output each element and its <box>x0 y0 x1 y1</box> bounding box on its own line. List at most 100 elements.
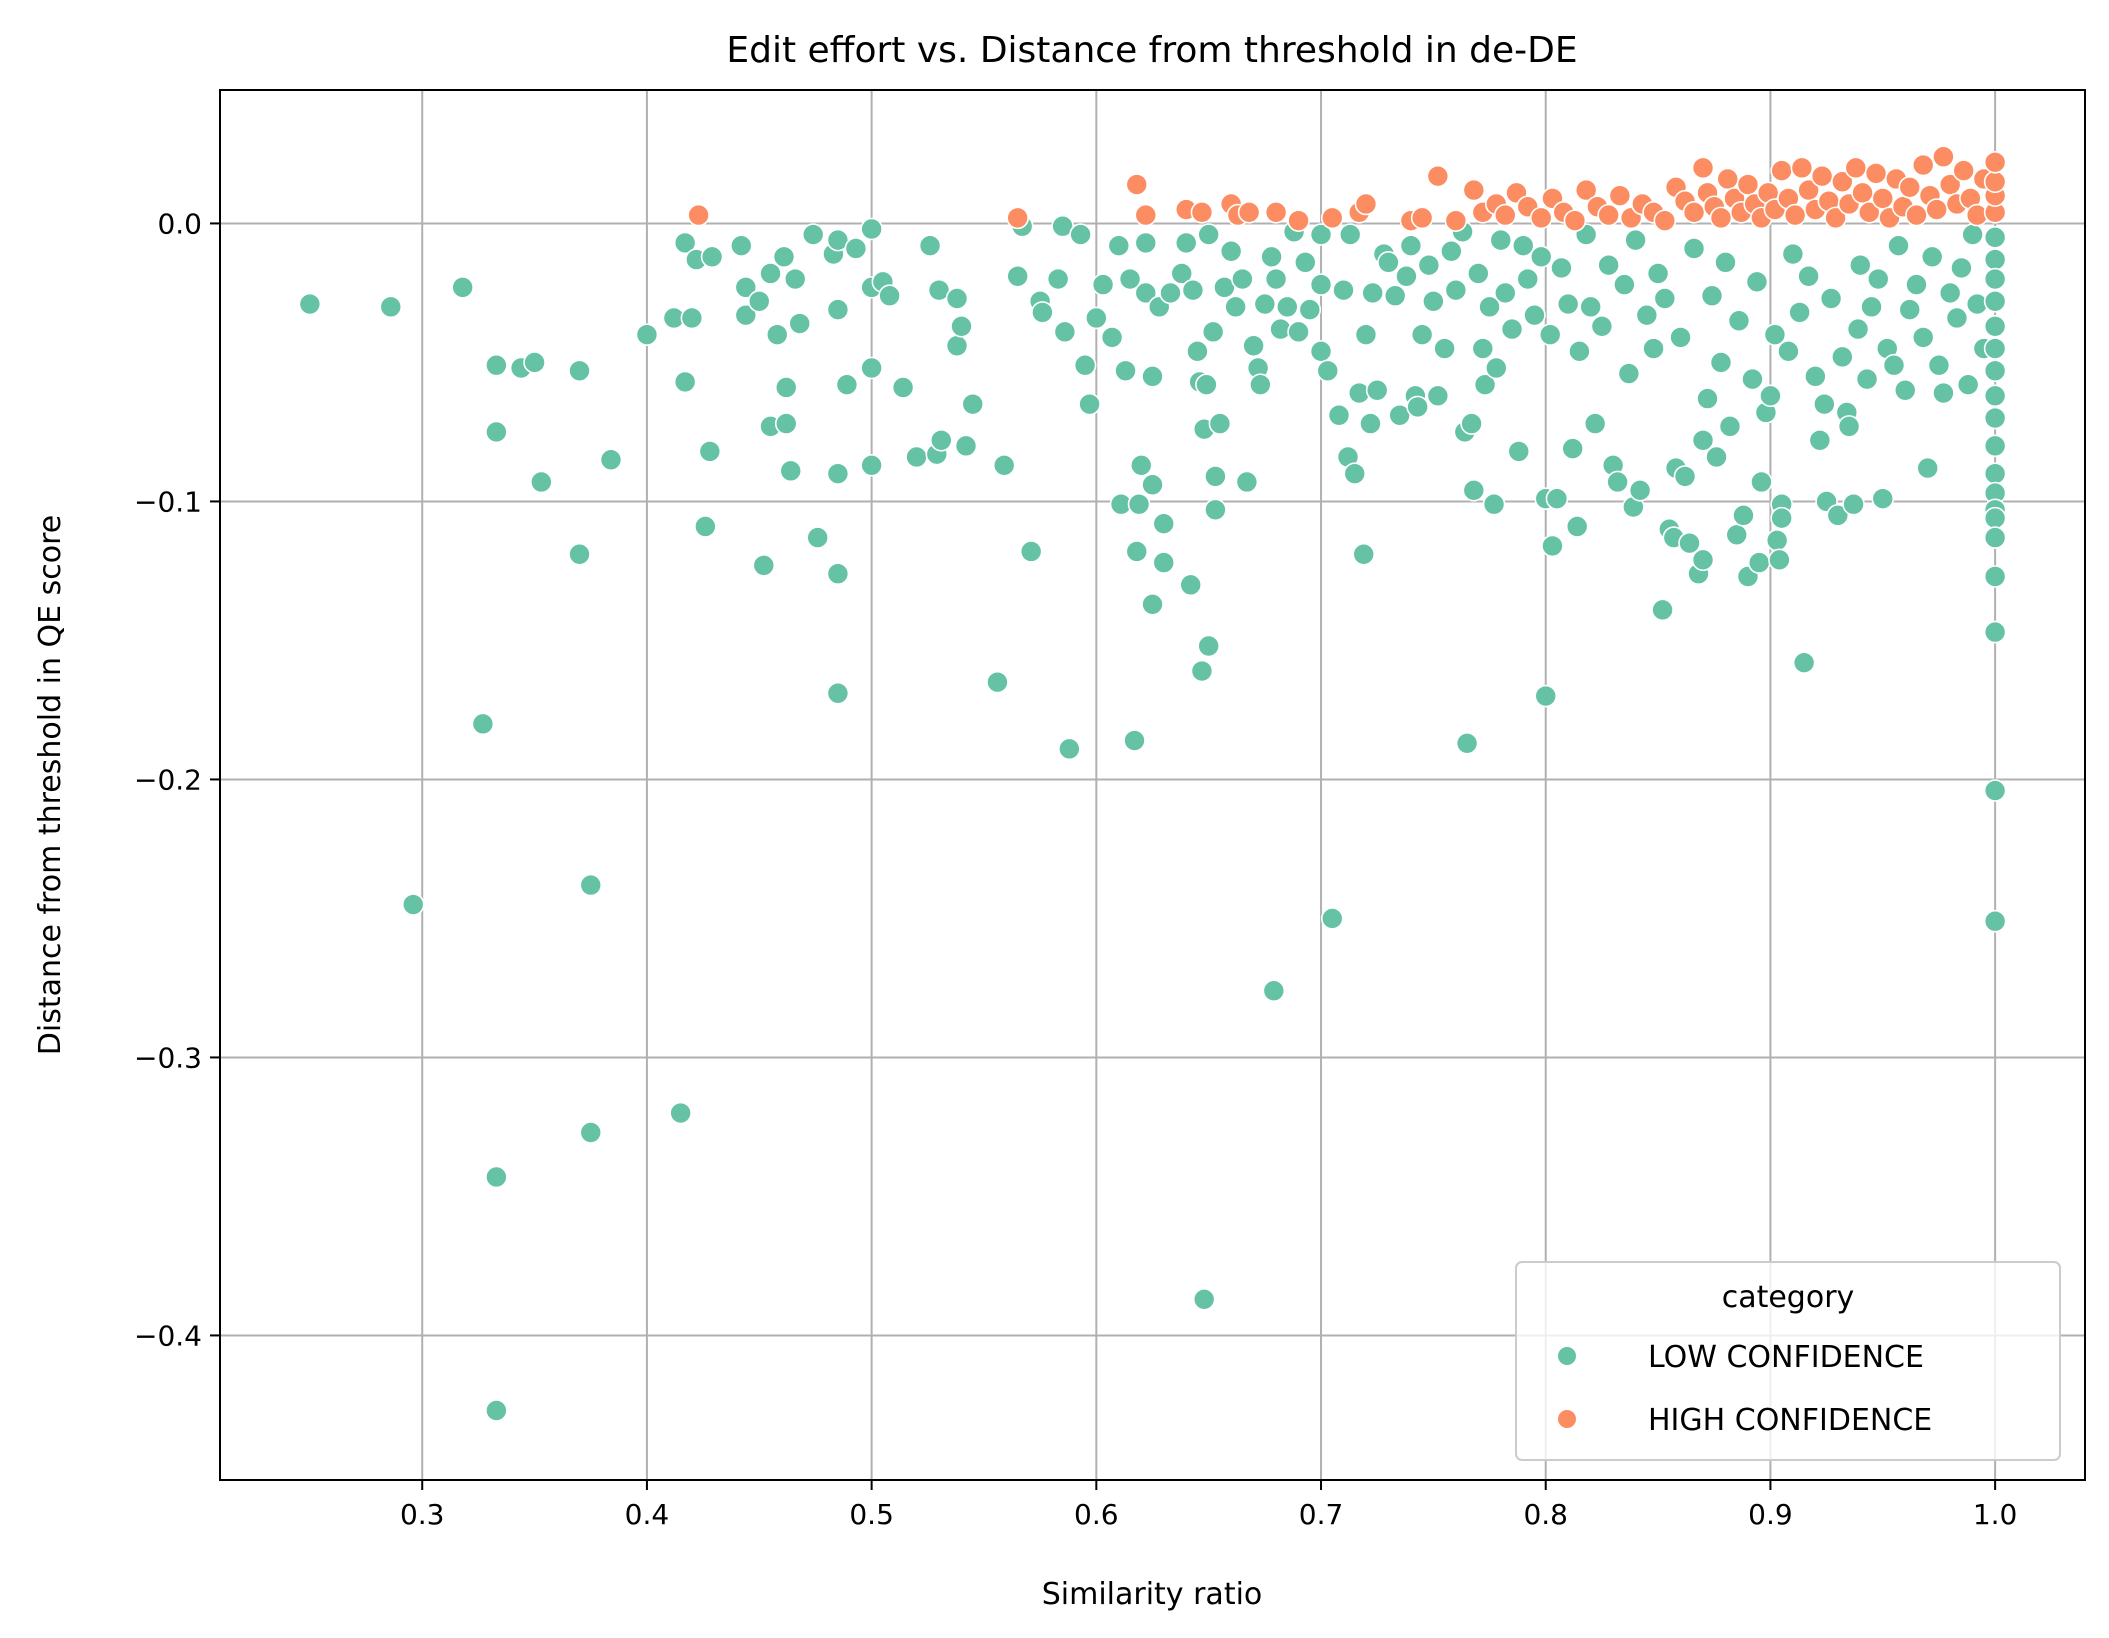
point-low-confidence <box>1046 267 1070 291</box>
point-low-confidence <box>1983 779 2007 802</box>
point-low-confidence <box>1932 381 1955 405</box>
x-axis-label: Similarity ratio <box>1042 1577 1263 1612</box>
point-low-confidence <box>635 323 659 346</box>
point-high-confidence <box>1952 159 1975 182</box>
x-tick-label: 0.8 <box>1523 1498 1568 1531</box>
point-low-confidence <box>1983 226 2007 249</box>
point-low-confidence <box>1460 412 1483 435</box>
point-low-confidence <box>1410 323 1434 346</box>
point-low-confidence <box>523 351 546 374</box>
point-low-confidence <box>1417 253 1441 277</box>
point-low-confidence <box>1201 320 1225 344</box>
point-low-confidence <box>1361 281 1385 305</box>
point-high-confidence <box>1354 192 1378 216</box>
point-high-confidence <box>1925 198 1948 221</box>
point-high-confidence <box>1983 150 2007 174</box>
point-low-confidence <box>788 312 812 335</box>
point-low-confidence <box>1141 365 1164 388</box>
point-low-confidence <box>1819 287 1843 310</box>
point-low-confidence <box>1467 262 1490 285</box>
point-low-confidence <box>878 284 901 308</box>
point-high-confidence <box>1691 156 1715 180</box>
point-high-confidence <box>1444 209 1468 232</box>
point-low-confidence <box>826 298 850 321</box>
point-low-confidence <box>379 295 403 319</box>
point-low-confidence <box>1837 415 1861 438</box>
y-axis-label: Distance from threshold in QE score <box>33 515 68 1055</box>
point-low-confidence <box>1813 392 1836 416</box>
point-high-confidence <box>1125 173 1149 196</box>
point-high-confidence <box>1493 203 1517 227</box>
point-low-confidence <box>1078 392 1101 416</box>
point-high-confidence <box>1410 206 1434 230</box>
point-low-confidence <box>1399 234 1423 257</box>
point-low-confidence <box>1804 365 1827 388</box>
point-low-confidence <box>1700 284 1724 308</box>
point-low-confidence <box>1298 298 1322 321</box>
point-low-confidence <box>950 314 973 338</box>
point-low-confidence <box>1732 504 1755 527</box>
point-low-confidence <box>1019 540 1043 563</box>
point-low-confidence <box>1231 267 1254 291</box>
point-high-confidence <box>1426 164 1450 188</box>
point-low-confidence <box>1565 515 1589 538</box>
point-low-confidence <box>1058 737 1081 761</box>
point-high-confidence <box>1597 203 1620 227</box>
point-low-confidence <box>860 356 883 380</box>
point-low-confidence <box>1651 598 1674 622</box>
point-low-confidence <box>485 1399 508 1422</box>
legend: category LOW CONFIDENCE HIGH CONFIDENCE <box>1515 1261 2061 1461</box>
point-low-confidence <box>860 453 883 477</box>
point-low-confidence <box>1714 251 1737 274</box>
point-low-confidence <box>1352 542 1376 566</box>
x-tick-label: 0.3 <box>400 1498 445 1531</box>
point-low-confidence <box>1770 506 1793 530</box>
point-low-confidence <box>1141 473 1164 497</box>
point-low-confidence <box>1186 340 1209 363</box>
point-low-confidence <box>1179 573 1202 597</box>
point-low-confidence <box>1073 353 1097 377</box>
point-low-confidence <box>1473 373 1497 396</box>
point-low-confidence <box>1440 239 1463 263</box>
point-low-confidence <box>1204 498 1227 522</box>
point-low-confidence <box>1085 306 1108 330</box>
point-low-confidence <box>1741 367 1764 391</box>
data-points <box>298 145 2007 1422</box>
point-low-confidence <box>1534 684 1558 708</box>
point-low-confidence <box>1253 292 1277 316</box>
point-low-confidence <box>1678 531 1701 555</box>
point-low-confidence <box>891 376 915 399</box>
point-low-confidence <box>1983 314 2007 338</box>
point-low-confidence <box>1808 428 1832 452</box>
point-low-confidence <box>1898 298 1922 321</box>
point-low-confidence <box>945 287 969 310</box>
point-high-confidence <box>1006 206 1029 230</box>
point-low-confidence <box>734 303 758 327</box>
point-low-confidence <box>1561 437 1584 460</box>
point-low-confidence <box>783 267 807 291</box>
point-low-confidence <box>1219 239 1243 263</box>
point-low-confidence <box>700 245 724 269</box>
point-low-confidence <box>801 223 825 246</box>
point-low-confidence <box>1792 651 1816 674</box>
point-low-confidence <box>1091 273 1115 296</box>
point-high-confidence <box>1462 178 1486 202</box>
point-low-confidence <box>401 893 425 916</box>
point-low-confidence <box>1276 295 1299 319</box>
point-low-confidence <box>1983 406 2007 430</box>
point-low-confidence <box>1920 245 1944 269</box>
point-low-confidence <box>1031 301 1054 324</box>
point-high-confidence <box>1871 187 1895 210</box>
point-low-confidence <box>1377 251 1400 274</box>
point-low-confidence <box>1855 367 1879 391</box>
point-low-confidence <box>779 459 803 483</box>
point-low-confidence <box>1606 470 1629 494</box>
point-low-confidence <box>1579 295 1602 319</box>
point-low-confidence <box>680 306 704 330</box>
point-low-confidence <box>1597 253 1620 277</box>
point-low-confidence <box>1887 234 1910 257</box>
point-high-confidence <box>1851 181 1874 205</box>
point-high-confidence <box>1844 156 1868 180</box>
point-low-confidence <box>1114 359 1137 383</box>
point-low-confidence <box>1529 245 1553 269</box>
